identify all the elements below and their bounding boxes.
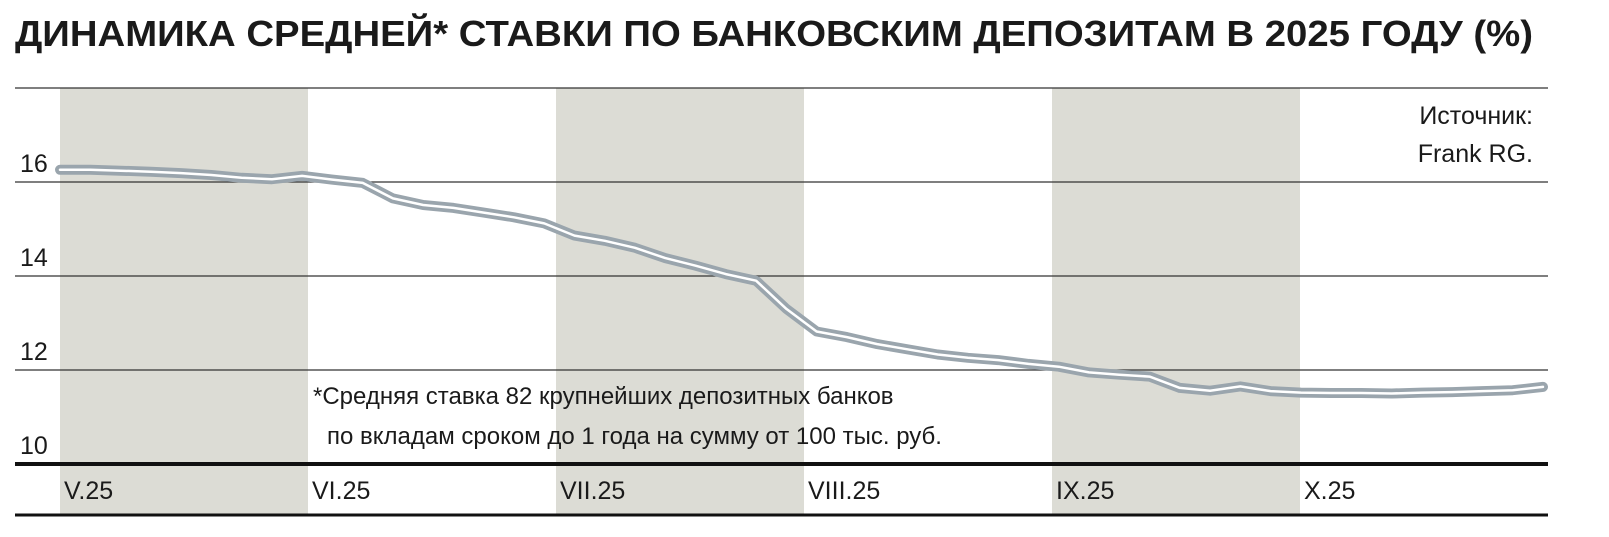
x-tick-label: VI.25 <box>312 477 370 505</box>
x-tick-label: V.25 <box>64 477 113 505</box>
month-band <box>60 88 308 514</box>
source-text: Frank RG. <box>1418 140 1533 168</box>
x-tick-label: X.25 <box>1304 477 1355 505</box>
x-tick-label: IX.25 <box>1056 477 1114 505</box>
y-tick-label: 12 <box>20 338 48 366</box>
month-band <box>1052 88 1300 514</box>
y-tick-label: 10 <box>20 432 48 460</box>
y-tick-label: 14 <box>20 244 48 272</box>
x-tick-label: VIII.25 <box>808 477 880 505</box>
chart-title: ДИНАМИКА СРЕДНЕЙ* СТАВКИ ПО БАНКОВСКИМ Д… <box>15 12 1533 54</box>
footnote: *Средняя ставка 82 крупнейших депозитных… <box>313 383 894 410</box>
line-highlight <box>58 168 1545 395</box>
y-tick-label: 16 <box>20 150 48 178</box>
month-band <box>556 88 804 514</box>
footnote: по вкладам сроком до 1 года на сумму от … <box>327 423 942 450</box>
x-tick-label: VII.25 <box>560 477 625 505</box>
source-text: Источник: <box>1419 102 1533 130</box>
